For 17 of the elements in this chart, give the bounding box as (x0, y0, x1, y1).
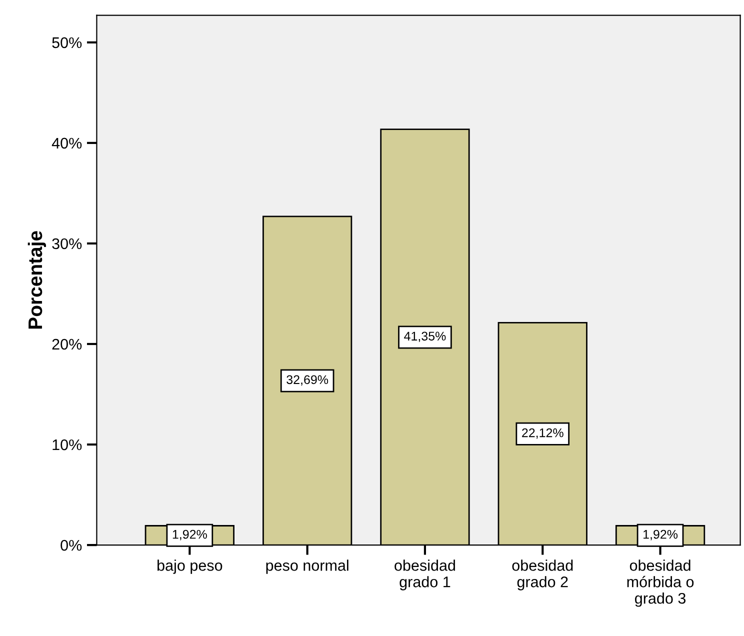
x-tick-label: obesidad grado 1 (394, 560, 455, 590)
data-label: 1,92% (172, 530, 207, 540)
y-tick-label: 20% (52, 338, 82, 350)
y-axis-title: Porcentaje (28, 231, 46, 329)
data-label: 22,12% (522, 428, 564, 439)
x-tick-label: obesidad mórbida o grado 3 (627, 560, 694, 607)
x-tick-label: bajo peso (158, 560, 222, 574)
y-tick-label: 10% (52, 439, 82, 450)
y-tick-label: 50% (52, 37, 82, 48)
y-tick-label: 0% (60, 540, 82, 551)
data-label: 32,69% (286, 375, 328, 386)
y-tick-label: 30% (52, 238, 82, 250)
data-label: 41,35% (404, 332, 446, 342)
data-label: 1,92% (644, 530, 678, 540)
x-tick-label: obesidad grado 2 (512, 560, 573, 590)
y-tick-label: 40% (52, 138, 82, 149)
x-tick-label: peso normal (266, 560, 348, 574)
